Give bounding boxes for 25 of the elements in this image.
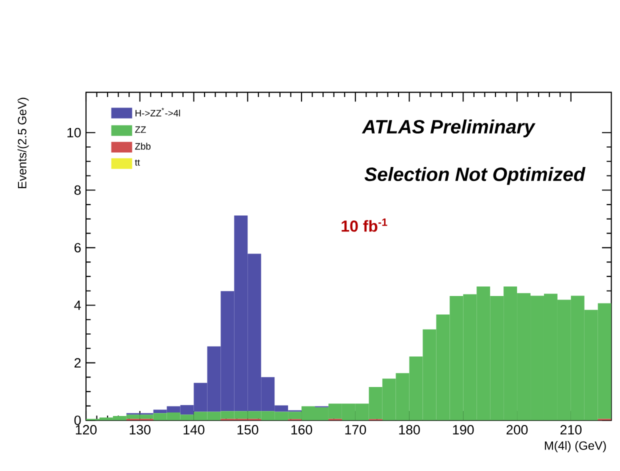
x-axis-title: M(4l) (GeV): [544, 441, 606, 452]
legend-label: tt: [134, 160, 140, 166]
x-tick-label: 200: [506, 425, 528, 434]
y-tick-label: 4: [74, 300, 81, 310]
x-tick-label: 140: [184, 425, 204, 434]
x-tick-label: 180: [399, 425, 420, 434]
x-tick-label: 190: [453, 425, 474, 434]
annotation: 10 fb$^{-1}$: [342, 218, 388, 232]
y-tick-label: 8: [74, 185, 81, 195]
y-tick-label: 2: [74, 358, 81, 368]
y-axis-title: Events/(2.5 GeV): [18, 98, 29, 188]
x-tick-label: 130: [130, 425, 150, 434]
y-tick-label: 10: [67, 128, 81, 138]
x-tick-label: 170: [345, 425, 366, 434]
legend-label: H->ZZ$^{*}$->4l: [136, 108, 180, 116]
legend-label: Zbb: [135, 142, 150, 150]
x-tick-label: 150: [238, 425, 258, 434]
y-tick-label: 6: [74, 242, 81, 252]
x-tick-label: 160: [291, 425, 312, 434]
annotation: Selection Not Optimized: [364, 167, 586, 185]
x-tick-label: 120: [76, 425, 97, 434]
annotation: ATLAS Preliminary: [362, 119, 536, 138]
y-tick-label: 0: [74, 416, 81, 426]
x-tick-label: 210: [560, 425, 582, 434]
legend-label: ZZ: [135, 126, 146, 133]
